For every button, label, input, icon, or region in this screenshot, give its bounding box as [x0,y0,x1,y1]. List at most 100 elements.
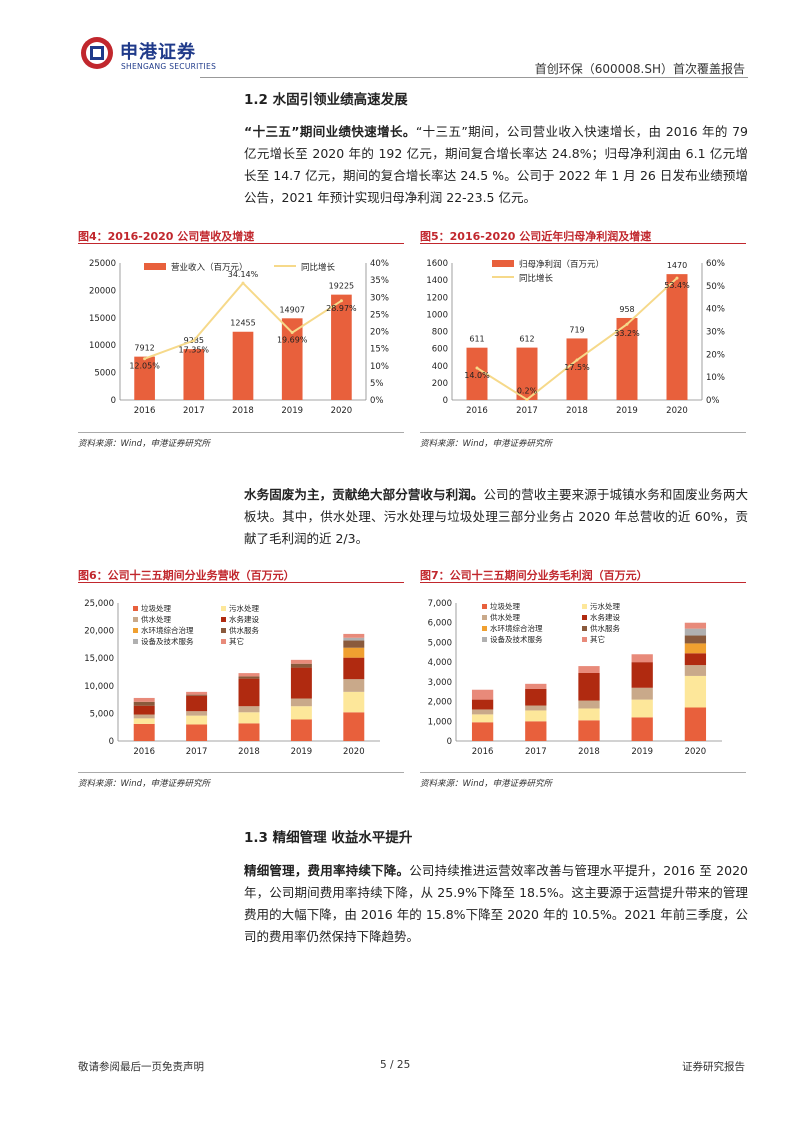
legend-label-line: 同比增长 [301,262,336,273]
x-tick-label: 2020 [343,747,365,757]
growth-value-label: 0.2% [517,387,538,396]
legend-label: 污水处理 [590,601,620,611]
footer-report-type: 证券研究报告 [682,1061,745,1073]
y-tick-label: 20,000 [84,627,114,637]
y-right-tick-label: 0% [706,396,720,406]
legend-swatch [582,626,587,631]
y-left-tick-label: 5000 [94,369,116,379]
stack-segment [578,666,600,673]
y-right-tick-label: 35% [370,276,389,286]
growth-value-label: 28.97% [326,304,357,313]
growth-value-label: 17.35% [179,346,210,355]
stack-segment [238,723,260,741]
y-tick-label: 7,000 [428,599,452,609]
stack-segment [290,663,312,668]
stack-segment [471,689,494,700]
stack-segment [238,706,260,713]
stack-segment [290,719,312,741]
stack-segment [684,622,707,629]
stack-segment [343,647,365,658]
stack-segment [290,667,312,699]
stack-segment [238,676,260,679]
y-tick-label: 2,000 [428,698,452,708]
x-tick-label: 2017 [516,406,538,416]
y-right-tick-label: 10% [370,362,389,372]
growth-point [575,358,579,362]
growth-value-label: 12.05% [129,362,160,371]
bar-value-label: 719 [569,325,584,334]
stack-segment [631,687,653,700]
legend-swatch [221,639,226,644]
y-right-tick-label: 20% [706,350,725,360]
growth-point [241,281,245,285]
growth-point [339,299,343,303]
legend-label-bar: 归母净利润（百万元） [519,259,604,270]
stack-segment [631,699,653,718]
stack-segment [631,662,653,688]
fig5-chart: 0 200 400 600 800 1000 1200 1400 1600 0% 10% 20% 30%… [426,259,725,416]
fig7-source: 资料来源：Wind，申港证券研究所 [420,779,553,789]
y-right-tick-label: 25% [370,310,389,320]
stack-segment [133,718,155,724]
stack-segment [133,701,155,706]
bar-value-label: 19225 [329,282,354,291]
fig4-source-rule [78,432,404,433]
growth-point [143,357,147,361]
legend-label: 供水服务 [590,623,620,633]
bar [616,317,638,400]
logo-text-cn: 申港证券 [120,42,196,63]
growth-value-label: 33.2% [614,329,640,338]
section1-paragraph: “十三五”期间业绩快速增长。“十三五”期间，公司营业收入快速增长，由 2016 … [244,121,748,209]
legend-label: 其它 [229,636,244,646]
section-title-1-3: 1.3 精细管理 收益水平提升 [244,830,413,846]
legend-label: 设备及技术服务 [490,634,543,644]
bar [566,338,588,400]
legend-swatch [482,604,487,609]
growth-point [290,331,294,335]
x-tick-label: 2017 [183,406,205,416]
fig5-source-rule [420,432,746,433]
y-left-tick-label: 0 [111,396,116,406]
stack-segment [471,699,494,710]
y-left-tick-label: 1400 [426,276,448,286]
y-left-tick-label: 400 [432,362,448,372]
legend-label: 其它 [590,634,605,644]
bar-value-label: 611 [469,335,484,344]
y-left-tick-label: 15000 [89,314,116,324]
legend-swatch [133,617,138,622]
y-right-tick-label: 20% [370,328,389,338]
growth-point [525,398,529,402]
bar [232,331,254,400]
bar [666,274,688,400]
stack-segment [631,654,653,663]
stack-segment [631,717,653,741]
y-tick-label: 0 [109,737,114,747]
y-right-tick-label: 60% [706,259,725,269]
y-tick-label: 1,000 [428,717,452,727]
header-divider [200,77,748,78]
legend-label-line: 同比增长 [519,273,554,284]
stack-segment [133,714,155,719]
legend-swatch [133,606,138,611]
x-tick-label: 2018 [578,747,600,757]
legend-swatch [221,617,226,622]
x-tick-label: 2019 [281,406,303,416]
para-lead: “十三五”期间业绩快速增长。 [244,124,416,139]
business-paragraph: 水务固废为主，贡献绝大部分营收与利润。公司的营收主要来源于城镇水务和固废业务两大… [244,484,748,550]
y-tick-label: 0 [447,737,452,747]
x-tick-label: 2020 [331,406,353,416]
legend-swatch [482,615,487,620]
stack-segment [684,628,707,636]
para-body: “十三五”期间，公司营业收入快速增长，由 2016 年的 79 亿元增长至 20… [244,124,748,205]
stack-segment [525,688,547,706]
legend-label: 垃圾处理 [490,601,520,611]
fig4-chart: 0 5000 10000 15000 20000 25000 0% 5% 10% 15% 20% 25… [89,259,389,416]
legend-label-bar: 营业收入（百万元） [171,262,248,273]
stack-segment [343,633,365,638]
legend-swatch [582,637,587,642]
stack-segment [343,657,365,680]
bar [466,347,488,400]
y-left-tick-label: 800 [432,328,448,338]
x-tick-label: 2017 [525,747,547,757]
bar-value-label: 14907 [279,305,304,314]
